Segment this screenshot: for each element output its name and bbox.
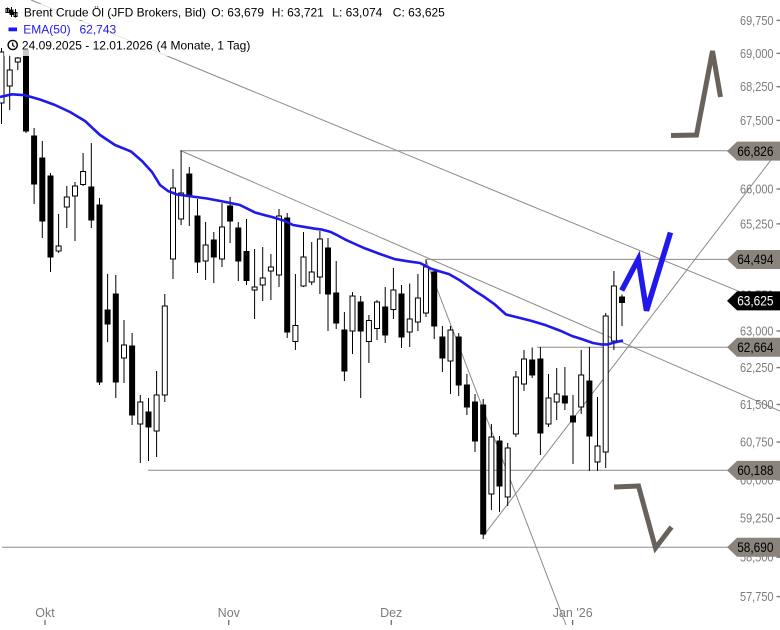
svg-text:H: 63,721: H: 63,721 [272, 6, 324, 20]
svg-text:60,188: 60,188 [737, 463, 773, 478]
svg-text:63,000: 63,000 [740, 324, 774, 338]
svg-text:C: 63,625: C: 63,625 [393, 6, 445, 20]
svg-text:Jan '26: Jan '26 [553, 606, 593, 620]
svg-text:(4 Monate, 1 Tag): (4 Monate, 1 Tag) [157, 39, 251, 53]
svg-text:69,750: 69,750 [740, 14, 774, 28]
svg-text:L: 63,074: L: 63,074 [332, 6, 382, 20]
svg-text:61,500: 61,500 [740, 398, 774, 412]
svg-text:Brent Crude Öl (JFD Brokers, B: Brent Crude Öl (JFD Brokers, Bid) [24, 6, 206, 20]
svg-text:O: 63,679: O: 63,679 [211, 6, 264, 20]
svg-text:65,250: 65,250 [740, 217, 774, 231]
svg-text:64,494: 64,494 [737, 252, 774, 267]
svg-text:24.09.2025 - 12.01.2026: 24.09.2025 - 12.01.2026 [22, 39, 153, 53]
svg-text:67,500: 67,500 [740, 114, 774, 128]
svg-text:62,250: 62,250 [740, 361, 774, 375]
svg-text:62,743: 62,743 [80, 23, 117, 37]
svg-text:Dez: Dez [380, 606, 402, 620]
svg-text:EMA(50): EMA(50) [23, 23, 70, 37]
svg-text:58,690: 58,690 [737, 540, 773, 555]
svg-text:66,000: 66,000 [740, 182, 774, 196]
svg-text:57,750: 57,750 [740, 590, 774, 604]
svg-text:Okt: Okt [35, 606, 55, 620]
svg-text:Nov: Nov [218, 606, 241, 620]
svg-text:60,750: 60,750 [740, 435, 774, 449]
svg-text:68,250: 68,250 [740, 80, 774, 94]
svg-text:62,664: 62,664 [737, 340, 774, 355]
svg-text:69,000: 69,000 [740, 47, 774, 61]
svg-text:66,826: 66,826 [737, 144, 773, 159]
svg-text:59,250: 59,250 [740, 512, 774, 526]
svg-text:63,625: 63,625 [737, 294, 773, 309]
